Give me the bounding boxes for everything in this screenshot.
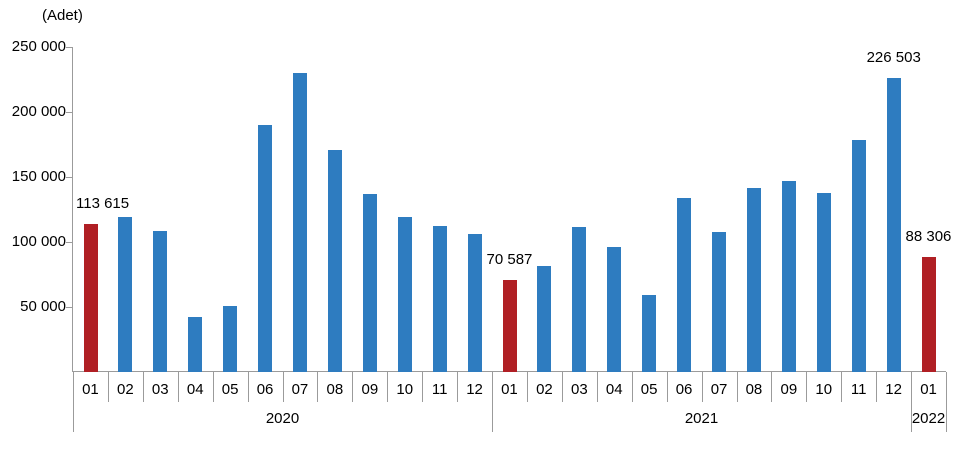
year-label-2020: 2020 <box>265 410 300 427</box>
bar-2021-03 <box>572 227 587 372</box>
month-label-2022-01: 01 <box>920 381 937 398</box>
bar-2020-02 <box>118 216 133 372</box>
bar-2020-01 <box>83 224 98 372</box>
month-label-2021-12: 12 <box>885 381 902 398</box>
bar-2021-01 <box>502 280 517 372</box>
month-label-2020-08: 08 <box>326 381 344 398</box>
bar-2020-07 <box>293 73 307 372</box>
month-label-2020-11: 11 <box>431 381 448 398</box>
month-label-2021-06: 06 <box>675 381 693 398</box>
year-separator <box>73 372 74 432</box>
bar-value-label-2021-12: 226 503 <box>866 48 921 66</box>
bar-2020-09 <box>362 193 377 372</box>
bar-value-label-2021-01: 70 587 <box>486 251 533 269</box>
month-separator <box>736 372 738 402</box>
bar-2021-09 <box>781 180 796 372</box>
bar-2021-06 <box>677 197 692 372</box>
year-separator <box>946 372 947 432</box>
month-separator <box>317 372 319 402</box>
y-tick-label: 150 000 <box>11 168 66 185</box>
bar-2021-05 <box>642 295 657 372</box>
bar-2020-04 <box>188 316 203 373</box>
bar-2021-10 <box>816 192 831 372</box>
month-label-2020-06: 06 <box>256 381 274 398</box>
bar-2020-12 <box>467 234 482 372</box>
month-label-2020-03: 03 <box>151 381 169 398</box>
year-label-2022: 2022 <box>911 410 946 427</box>
year-separator <box>911 372 913 432</box>
month-label-2021-09: 09 <box>780 381 798 398</box>
month-separator <box>561 372 563 402</box>
bar-2020-06 <box>258 125 273 372</box>
month-label-2021-02: 02 <box>536 381 553 398</box>
bar-2021-07 <box>712 231 726 372</box>
month-label-2021-07: 07 <box>710 381 728 398</box>
month-separator <box>247 372 249 402</box>
month-label-2020-01: 01 <box>82 381 99 398</box>
month-separator <box>666 372 668 402</box>
month-label-2020-12: 12 <box>466 381 483 398</box>
month-label-2020-05: 05 <box>221 381 239 398</box>
bar-2021-04 <box>607 247 622 372</box>
bar-2020-10 <box>397 216 412 372</box>
month-label-2020-09: 09 <box>361 381 379 398</box>
bar-2021-08 <box>746 188 761 372</box>
month-separator <box>701 372 703 402</box>
month-label-2020-04: 04 <box>186 381 204 398</box>
month-separator <box>422 372 424 402</box>
year-label-2021: 2021 <box>684 410 719 427</box>
month-separator <box>212 372 214 402</box>
month-label-2021-04: 04 <box>605 381 623 398</box>
month-label-2021-05: 05 <box>640 381 658 398</box>
y-tick-mark <box>66 241 73 243</box>
y-tick-label: 50 000 <box>20 298 66 315</box>
y-tick-mark <box>66 176 73 178</box>
month-separator <box>352 372 354 402</box>
month-separator <box>387 372 389 402</box>
month-label-2020-10: 10 <box>396 381 414 398</box>
bar-2020-11 <box>432 226 447 372</box>
month-separator <box>457 372 459 402</box>
y-tick-mark <box>66 46 73 48</box>
month-label-2021-03: 03 <box>570 381 588 398</box>
bar-value-label-2022-01: 88 306 <box>905 228 952 246</box>
month-label-2021-01: 01 <box>501 381 518 398</box>
y-tick-label: 250 000 <box>11 38 66 55</box>
month-label-2021-11: 11 <box>850 381 867 398</box>
year-separator <box>492 372 493 432</box>
month-separator <box>771 372 773 402</box>
y-tick-label: 200 000 <box>11 103 66 120</box>
bar-2020-05 <box>223 305 238 372</box>
y-axis-line <box>72 47 73 372</box>
month-separator <box>142 372 144 402</box>
bar-2022-01 <box>921 257 936 372</box>
month-label-2021-08: 08 <box>745 381 763 398</box>
bar-2021-02 <box>537 266 552 372</box>
y-tick-mark <box>66 306 73 308</box>
bar-value-label-2020-01: 113 615 <box>76 195 130 213</box>
y-tick-mark <box>66 111 73 113</box>
month-separator <box>107 372 109 402</box>
month-label-2020-07: 07 <box>291 381 309 398</box>
bar-2021-12 <box>886 77 901 372</box>
month-separator <box>876 372 878 402</box>
month-separator <box>527 372 528 402</box>
month-separator <box>177 372 179 402</box>
month-separator <box>841 372 843 402</box>
month-separator <box>596 372 598 402</box>
month-label-2020-02: 02 <box>116 381 134 398</box>
bar-2021-11 <box>851 140 866 372</box>
month-separator <box>282 372 284 402</box>
y-tick-label: 100 000 <box>11 233 66 250</box>
month-label-2021-10: 10 <box>815 381 833 398</box>
month-separator <box>806 372 808 402</box>
y-axis-unit-label: (Adet) <box>42 7 83 24</box>
month-separator <box>631 372 633 402</box>
bar-2020-03 <box>153 231 168 372</box>
bar-2020-08 <box>327 149 342 372</box>
